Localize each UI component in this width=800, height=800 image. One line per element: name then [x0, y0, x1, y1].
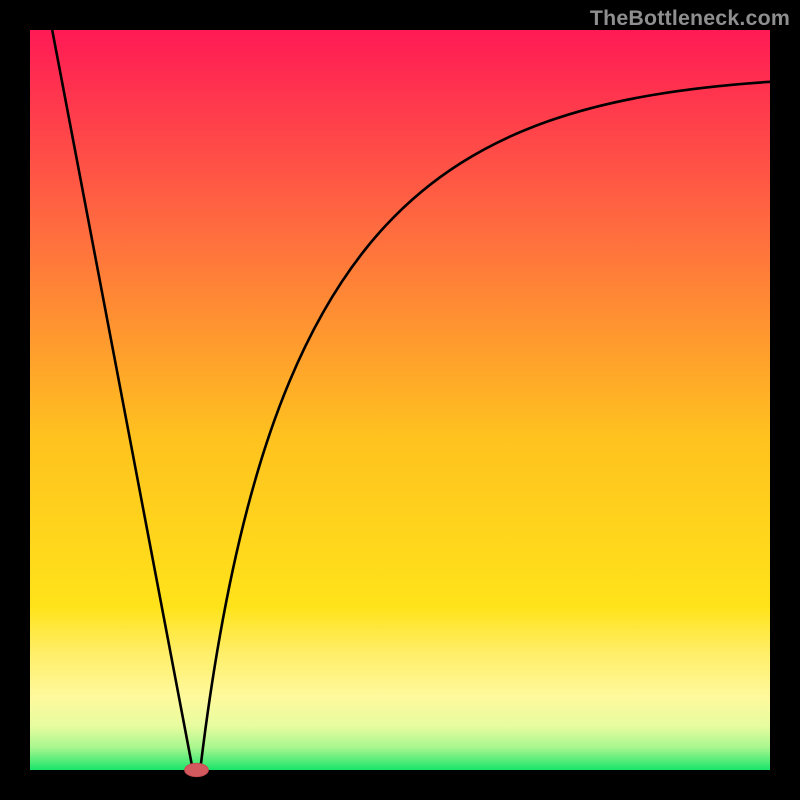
chart-plot-background: [30, 30, 770, 770]
watermark-text: TheBottleneck.com: [590, 6, 790, 31]
chart-container: [0, 0, 800, 800]
bottleneck-marker: [185, 763, 209, 776]
bottleneck-curve-chart: [0, 0, 800, 800]
